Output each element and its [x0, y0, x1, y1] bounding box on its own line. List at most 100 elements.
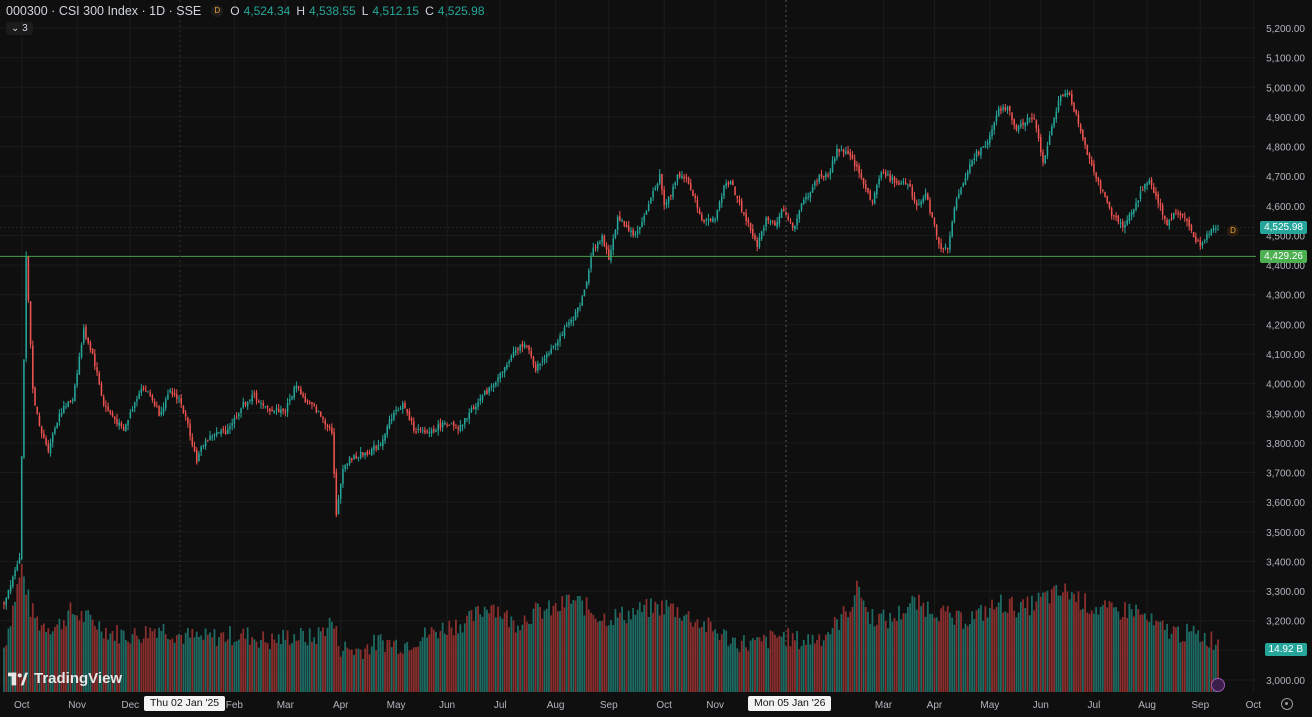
tradingview-logo[interactable]: TradingView: [8, 670, 122, 687]
candle-body: [69, 401, 72, 403]
candle-body: [825, 174, 827, 177]
volume-bar: [204, 628, 207, 692]
candle-body: [918, 204, 920, 206]
candle-body: [315, 406, 318, 413]
volume-bar: [1115, 607, 1117, 692]
volume-bar: [277, 634, 280, 692]
volume-bar: [441, 622, 444, 692]
candle-body: [189, 423, 191, 437]
volume-bar: [995, 607, 998, 692]
candle-body: [364, 453, 366, 456]
dividend-badge[interactable]: D: [211, 5, 224, 17]
candle-body: [1075, 109, 1077, 114]
volume-bar: [209, 632, 211, 692]
volume-bar: [488, 613, 491, 692]
candle-body: [787, 216, 790, 220]
volume-bar: [1066, 591, 1069, 692]
candle-body: [534, 364, 537, 371]
x-tick-label: Jul: [494, 700, 507, 711]
volume-bar: [481, 616, 484, 692]
candle-body: [164, 399, 167, 409]
candle-body: [1108, 201, 1111, 208]
settings-gear-icon[interactable]: [1281, 698, 1293, 710]
volume-bar: [158, 627, 160, 692]
volume-bar: [552, 605, 555, 692]
volume-bar: [991, 599, 993, 692]
candle-body: [1166, 219, 1168, 226]
volume-bar: [878, 613, 880, 692]
y-tick-label: 3,900.00: [1266, 409, 1305, 420]
volume-bar: [1035, 601, 1038, 692]
volume-bar: [450, 627, 453, 692]
candle-body: [581, 296, 583, 306]
candle-body: [326, 425, 329, 428]
candle-body: [608, 248, 610, 260]
candle-body: [1177, 213, 1179, 215]
candle-body: [984, 145, 987, 147]
volume-bar: [1050, 589, 1053, 692]
volume-bar: [968, 623, 971, 692]
high-label: H: [296, 4, 305, 18]
candle-body: [1110, 207, 1113, 216]
volume-bar: [1019, 601, 1022, 692]
candle-body: [87, 337, 89, 343]
volume-bar: [1033, 610, 1036, 692]
volume-bar: [98, 621, 101, 692]
candle-body: [612, 238, 614, 250]
volume-bar: [924, 616, 927, 692]
volume-bar: [153, 628, 156, 692]
y-tick-label: 3,400.00: [1266, 557, 1305, 568]
candle-body: [709, 219, 712, 221]
candle-body: [1126, 220, 1128, 225]
symbol-title[interactable]: 000300 · CSI 300 Index · 1D · SSE: [6, 4, 202, 18]
volume-bar: [700, 626, 703, 692]
candle-body: [488, 387, 490, 393]
x-tick-label: Sep: [600, 700, 618, 711]
volume-bar: [658, 615, 661, 692]
candle-body: [537, 363, 539, 371]
candle-body: [915, 202, 918, 207]
volume-bar: [813, 643, 816, 692]
candle-body: [898, 182, 900, 185]
volume-bar: [893, 618, 896, 692]
candle-body: [616, 216, 619, 230]
candle-body: [501, 371, 504, 373]
volume-bar: [1203, 632, 1206, 692]
candle-body: [873, 192, 876, 204]
candle-body: [335, 472, 338, 516]
candle-body: [486, 390, 488, 395]
candle-body: [517, 348, 519, 350]
volume-bar: [796, 630, 798, 692]
candle-body: [450, 423, 453, 425]
candle-body: [317, 411, 320, 413]
candle-body: [1210, 229, 1213, 235]
candle-body: [406, 409, 408, 413]
candle-body: [395, 409, 397, 412]
indicators-collapse-button[interactable]: ⌄ 3: [6, 22, 33, 35]
volume-bar: [1008, 598, 1011, 692]
candle-body: [191, 437, 194, 446]
volume-bar: [762, 634, 765, 692]
x-tick-label: Apr: [333, 700, 349, 711]
volume-bar: [800, 645, 803, 692]
volume-bar: [355, 648, 358, 692]
candle-body: [862, 177, 865, 185]
candle-body: [528, 345, 530, 351]
candle-body: [16, 564, 19, 571]
y-tick-label: 5,100.00: [1266, 54, 1305, 65]
volume-bar: [751, 638, 754, 692]
volume-bar: [308, 628, 311, 692]
volume-bar: [944, 611, 947, 692]
volume-bar: [723, 629, 725, 692]
dividend-marker[interactable]: D: [1227, 225, 1239, 237]
x-tick-label: Mar: [277, 700, 295, 711]
volume-bar: [1024, 608, 1027, 692]
volume-bar: [417, 646, 420, 692]
candle-body: [765, 218, 767, 227]
candle-body: [187, 417, 189, 424]
drawing-pencil-icon[interactable]: [1211, 678, 1225, 692]
candle-body: [36, 406, 39, 414]
volume-bar: [798, 649, 801, 692]
